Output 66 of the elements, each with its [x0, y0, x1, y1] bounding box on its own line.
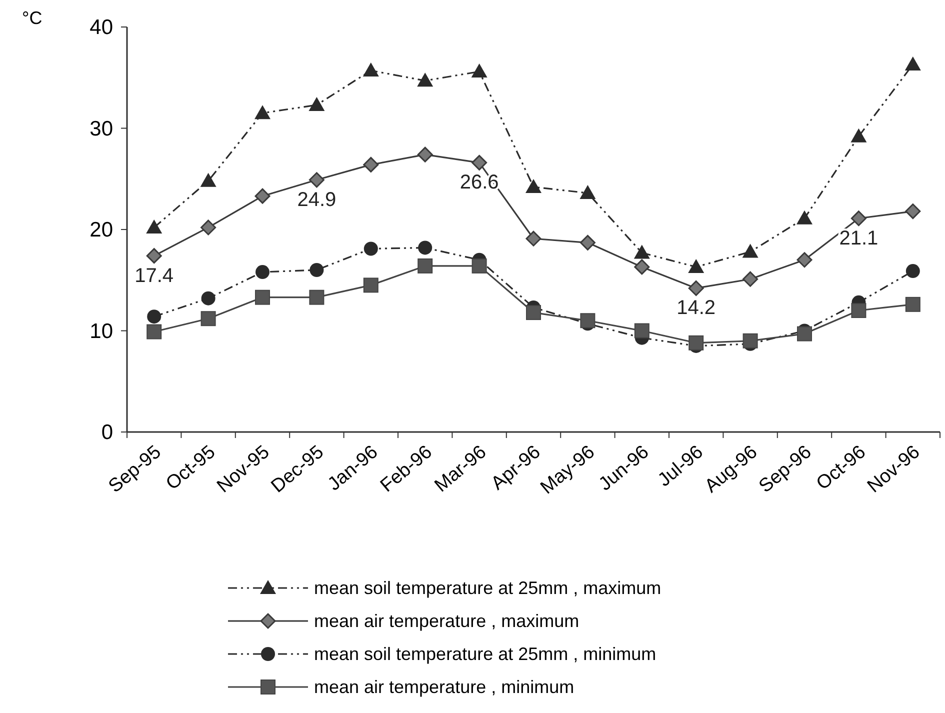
point: [254, 105, 270, 120]
point: [472, 258, 487, 274]
point: [417, 72, 434, 87]
data-label: 24.9: [297, 188, 336, 211]
data-label: 17.4: [134, 264, 174, 287]
point: [146, 219, 162, 234]
y-tick-label: 0: [101, 421, 113, 444]
point: [526, 230, 542, 246]
legend-label: mean air temperature , minimum: [314, 677, 574, 697]
point: [906, 264, 920, 278]
point: [310, 263, 324, 277]
point: [850, 128, 867, 142]
point: [850, 210, 866, 226]
point: [472, 154, 488, 170]
point: [255, 290, 270, 305]
point: [256, 265, 270, 280]
point: [308, 172, 324, 188]
point: [796, 210, 812, 224]
data-label: 21.1: [839, 227, 878, 250]
point: [147, 310, 162, 324]
point: [418, 240, 432, 255]
point: [634, 259, 650, 275]
point: [417, 146, 433, 162]
point: [363, 156, 379, 172]
point: [851, 303, 866, 318]
y-tick-label: 40: [90, 16, 113, 39]
point: [580, 234, 596, 250]
point: [634, 244, 650, 259]
legend-label: mean soil temperature at 25mm , maximum: [314, 578, 662, 598]
point: [308, 96, 325, 111]
point: [580, 313, 596, 328]
point: [905, 296, 920, 312]
point: [201, 291, 216, 306]
point: [742, 333, 758, 348]
point: [905, 204, 921, 220]
point: [526, 178, 542, 193]
data-label: 14.2: [676, 297, 716, 320]
point: [200, 172, 216, 187]
point: [904, 56, 921, 70]
point: [146, 324, 162, 340]
point: [580, 185, 596, 200]
point: [364, 242, 378, 256]
point: [363, 278, 378, 293]
y-tick-label: 10: [90, 320, 113, 343]
point: [418, 258, 433, 274]
point: [688, 258, 704, 273]
point: [742, 244, 758, 258]
point: [200, 220, 216, 236]
point: [797, 326, 812, 342]
y-tick-label: 20: [90, 218, 113, 242]
point: [200, 311, 216, 326]
point: [742, 271, 758, 287]
point: [526, 305, 541, 320]
legend-label: mean air temperature , maximum: [314, 611, 580, 631]
y-axis-title: °C: [22, 8, 42, 28]
point: [471, 64, 488, 78]
point: [796, 252, 812, 268]
point: [362, 62, 379, 77]
point: [634, 323, 650, 338]
legend-label: mean soil temperature at 25mm , minimum: [314, 644, 656, 664]
y-tick-label: 30: [90, 117, 113, 140]
point: [688, 335, 704, 350]
point: [688, 280, 704, 296]
point: [254, 188, 270, 204]
point: [146, 248, 162, 264]
point: [309, 290, 324, 305]
